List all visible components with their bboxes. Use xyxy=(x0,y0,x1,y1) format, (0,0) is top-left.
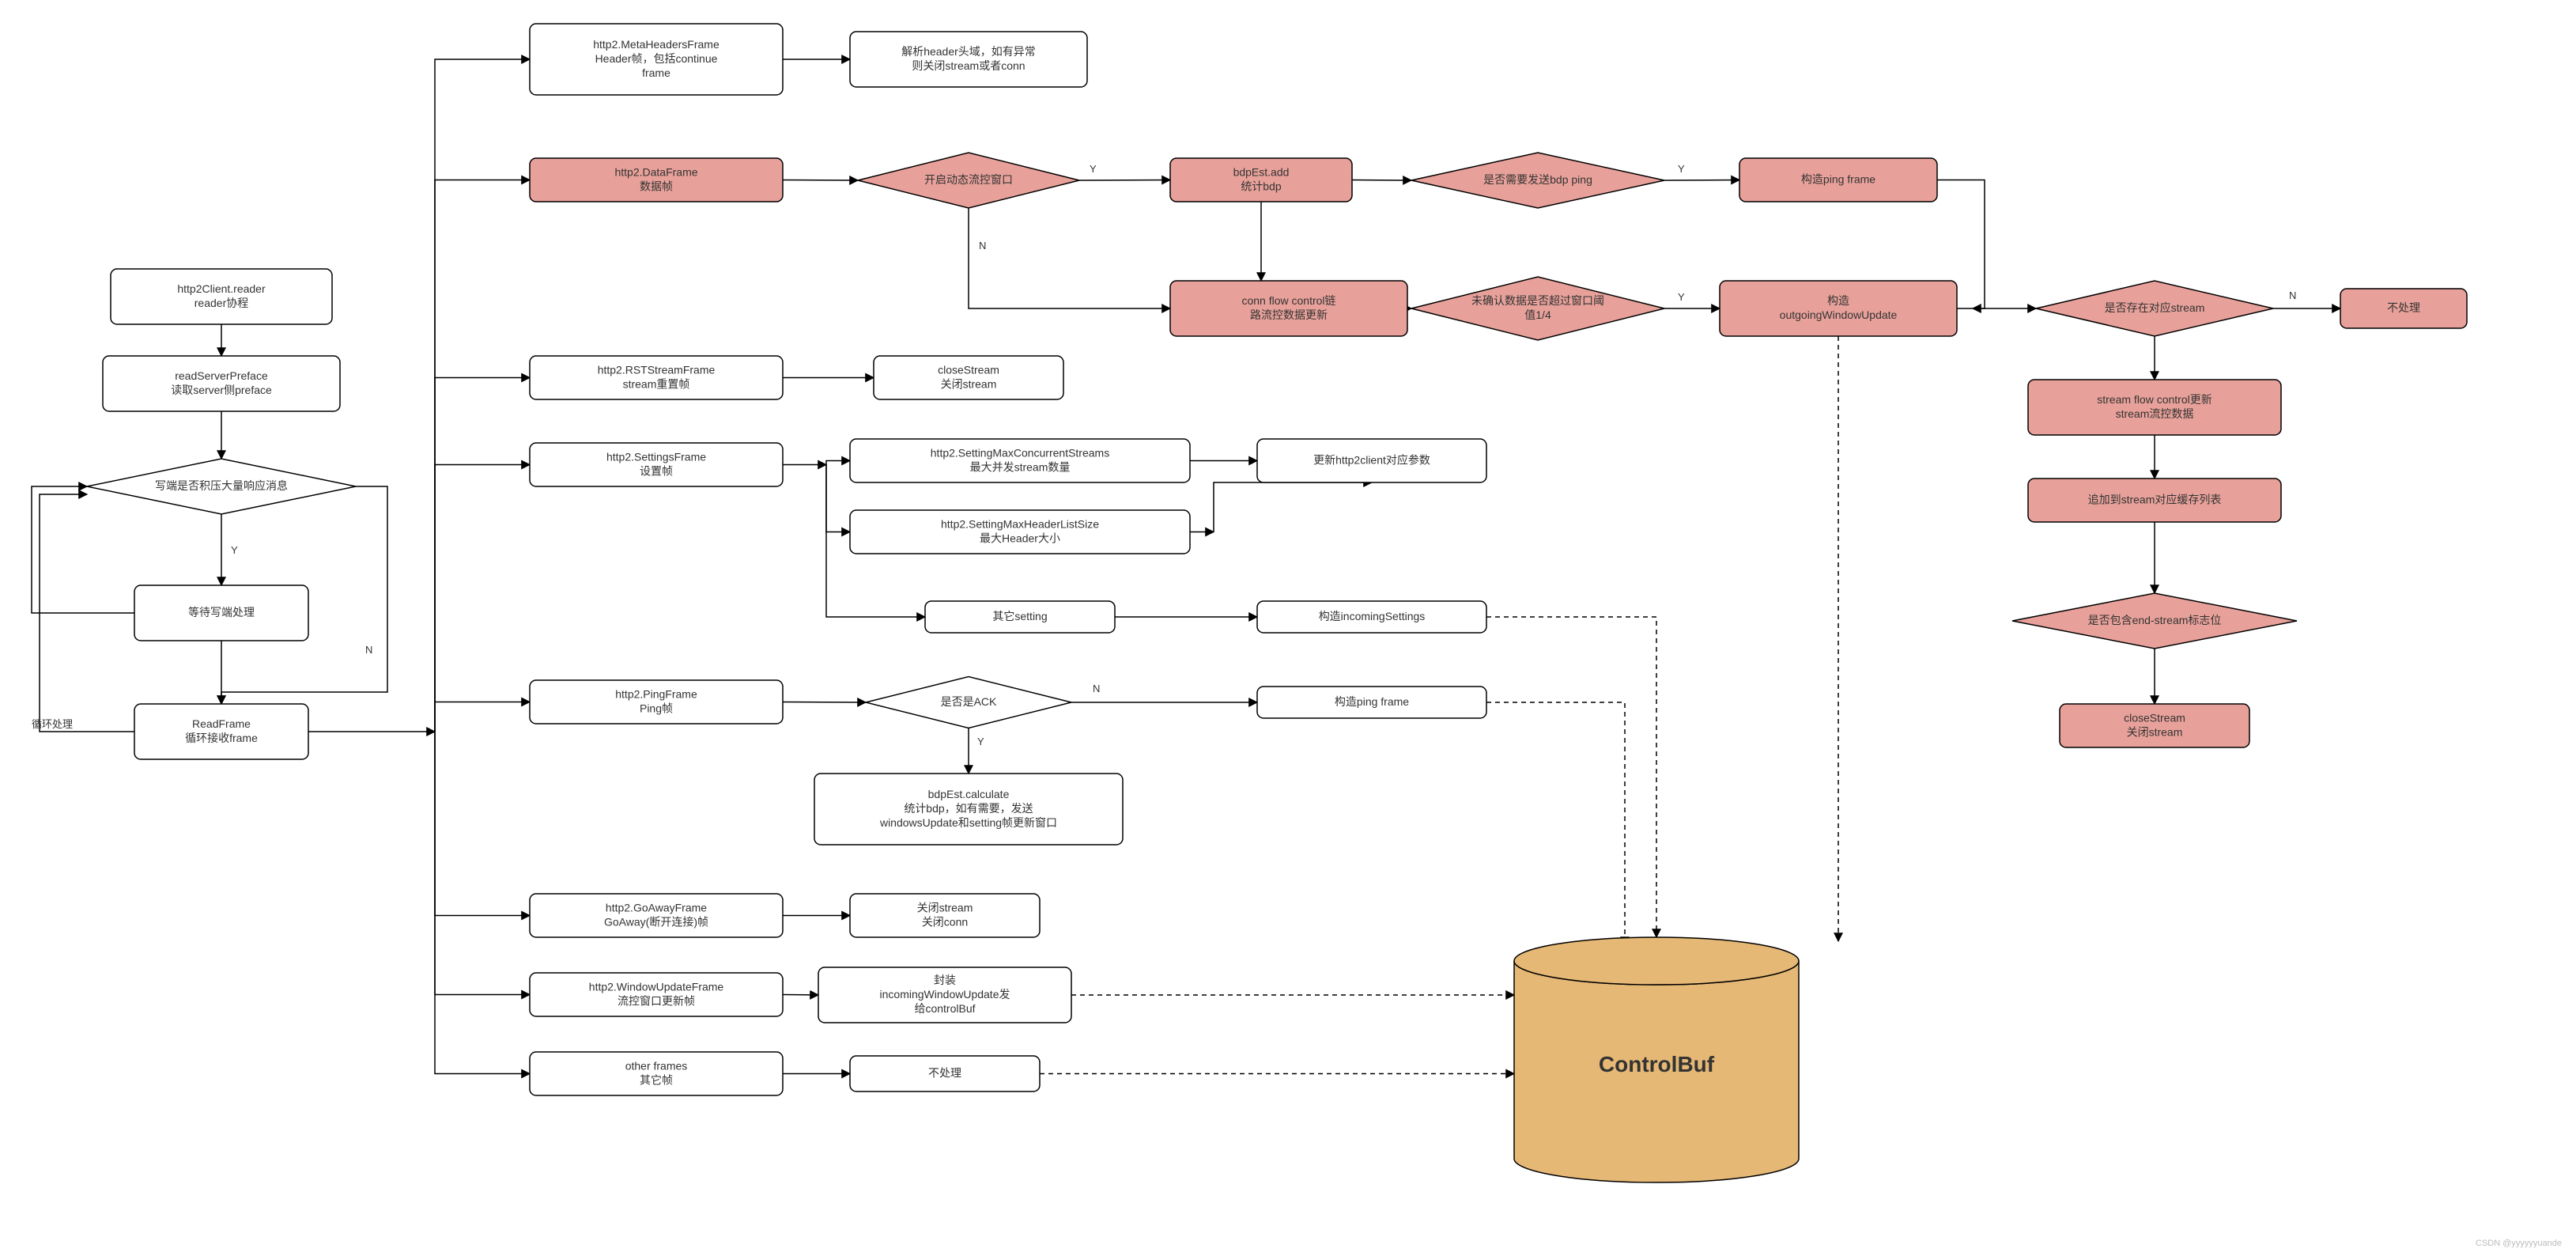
edge-label: Y xyxy=(977,736,984,747)
edge xyxy=(32,486,134,613)
edge xyxy=(435,732,530,916)
edge xyxy=(435,465,530,732)
svg-text:不处理: 不处理 xyxy=(2387,301,2420,314)
edge-label: N xyxy=(979,240,986,252)
edge-label: N xyxy=(365,644,372,656)
edge-label: Y xyxy=(231,544,238,556)
edge-label: Y xyxy=(1678,291,1685,303)
svg-text:写端是否积压大量响应消息: 写端是否积压大量响应消息 xyxy=(155,479,288,492)
edge-label: Y xyxy=(1678,163,1685,175)
svg-text:其它setting: 其它setting xyxy=(992,610,1047,622)
svg-text:开启动态流控窗口: 开启动态流控窗口 xyxy=(924,173,1013,186)
edge xyxy=(435,180,530,732)
edge xyxy=(1214,482,1372,532)
svg-text:构造ping frame: 构造ping frame xyxy=(1801,172,1875,185)
edge-label: N xyxy=(1093,683,1100,694)
edge xyxy=(1079,180,1170,181)
edge xyxy=(826,465,850,532)
edge-label: N xyxy=(2289,289,2296,301)
edge xyxy=(1664,180,1739,181)
controlbuf-label: ControlBuf xyxy=(1599,1052,1715,1076)
svg-text:不处理: 不处理 xyxy=(928,1066,961,1079)
edge-label: Y xyxy=(1090,163,1097,175)
edge xyxy=(783,702,866,703)
svg-text:追加到stream对应缓存列表: 追加到stream对应缓存列表 xyxy=(2088,493,2222,505)
edge xyxy=(1486,617,1656,937)
svg-text:更新http2client对应参数: 更新http2client对应参数 xyxy=(1313,453,1430,466)
edge xyxy=(783,180,858,181)
svg-text:是否是ACK: 是否是ACK xyxy=(941,695,997,708)
edge xyxy=(1352,180,1411,181)
edge xyxy=(435,732,530,1074)
edge xyxy=(435,59,530,732)
svg-text:是否包含end-stream标志位: 是否包含end-stream标志位 xyxy=(2088,614,2222,626)
svg-text:等待写端处理: 等待写端处理 xyxy=(188,606,255,619)
svg-text:构造incomingSettings: 构造incomingSettings xyxy=(1319,610,1426,622)
lbl_loop: 循环处理 xyxy=(32,718,73,730)
edge xyxy=(435,732,530,995)
edge xyxy=(435,702,530,732)
watermark: CSDN @yyyyyyuande xyxy=(2476,1239,2562,1248)
edge xyxy=(783,995,818,996)
edge xyxy=(826,461,850,465)
edge xyxy=(1486,702,1625,945)
svg-text:是否存在对应stream: 是否存在对应stream xyxy=(2105,301,2205,314)
svg-text:构造ping frame: 构造ping frame xyxy=(1335,695,1409,708)
edge xyxy=(435,378,530,732)
svg-text:是否需要发送bdp ping: 是否需要发送bdp ping xyxy=(1483,173,1592,186)
edge xyxy=(969,208,1170,308)
